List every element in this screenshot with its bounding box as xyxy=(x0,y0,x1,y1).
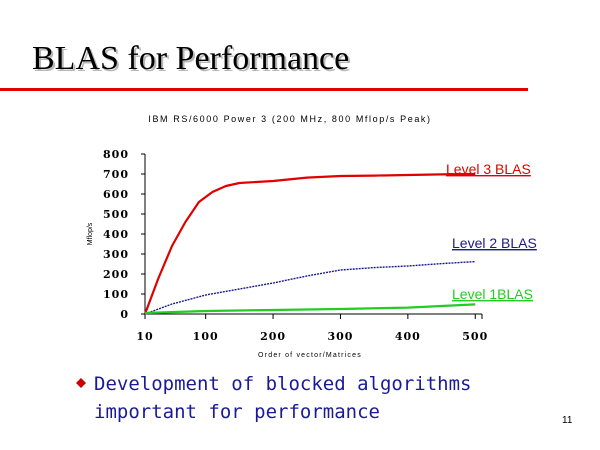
bullet-text: Development of blocked algorithms import… xyxy=(94,370,534,426)
x-tick-label: 400 xyxy=(395,330,421,343)
series-line-2 xyxy=(144,260,476,315)
series-line-1 xyxy=(143,172,476,315)
y-ticks: 0 100 200 300 400 500 600 700 800 xyxy=(103,148,145,321)
y-tick-label: 800 xyxy=(103,148,129,161)
y-tick-label: 100 xyxy=(103,288,129,301)
y-tick-label: 200 xyxy=(103,268,129,281)
x-ticks: 10 100 200 300 400 500 xyxy=(136,314,488,343)
series-lines xyxy=(143,172,476,315)
page-number: 11 xyxy=(562,415,573,426)
y-tick-label: 0 xyxy=(120,308,129,321)
legend-label-3: Level 1BLAS xyxy=(452,286,533,302)
y-axis-label: Mflop/s xyxy=(87,222,94,245)
y-tick-label: 700 xyxy=(103,168,129,181)
x-tick-label: 10 xyxy=(136,330,153,343)
y-tick-label: 300 xyxy=(103,248,129,261)
y-tick-label: 500 xyxy=(103,208,129,221)
x-tick-label: 200 xyxy=(260,330,286,343)
x-tick-label: 100 xyxy=(193,330,219,343)
x-axis-label: Order of vector/Matrices xyxy=(258,352,362,359)
diamond-bullet-icon xyxy=(76,378,86,388)
bullet-line-1: Development of blocked algorithms xyxy=(94,373,472,395)
x-tick-label: 300 xyxy=(327,330,353,343)
x-tick-label: 500 xyxy=(462,330,488,343)
legend-label-1: Level 3 BLAS xyxy=(446,161,531,177)
y-tick-label: 400 xyxy=(103,228,129,241)
slide-title: BLAS for Performance xyxy=(32,40,350,77)
bullet-line-2: important for performance xyxy=(94,401,380,423)
chart-title: IBM RS/6000 Power 3 (200 MHz, 800 Mflop/… xyxy=(148,114,431,124)
legend: Level 3 BLAS Level 2 BLAS Level 1BLAS xyxy=(446,161,537,302)
y-tick-label: 600 xyxy=(103,188,129,201)
series-line-3 xyxy=(144,303,476,315)
title-rule xyxy=(0,88,528,91)
legend-label-2: Level 2 BLAS xyxy=(452,235,537,251)
